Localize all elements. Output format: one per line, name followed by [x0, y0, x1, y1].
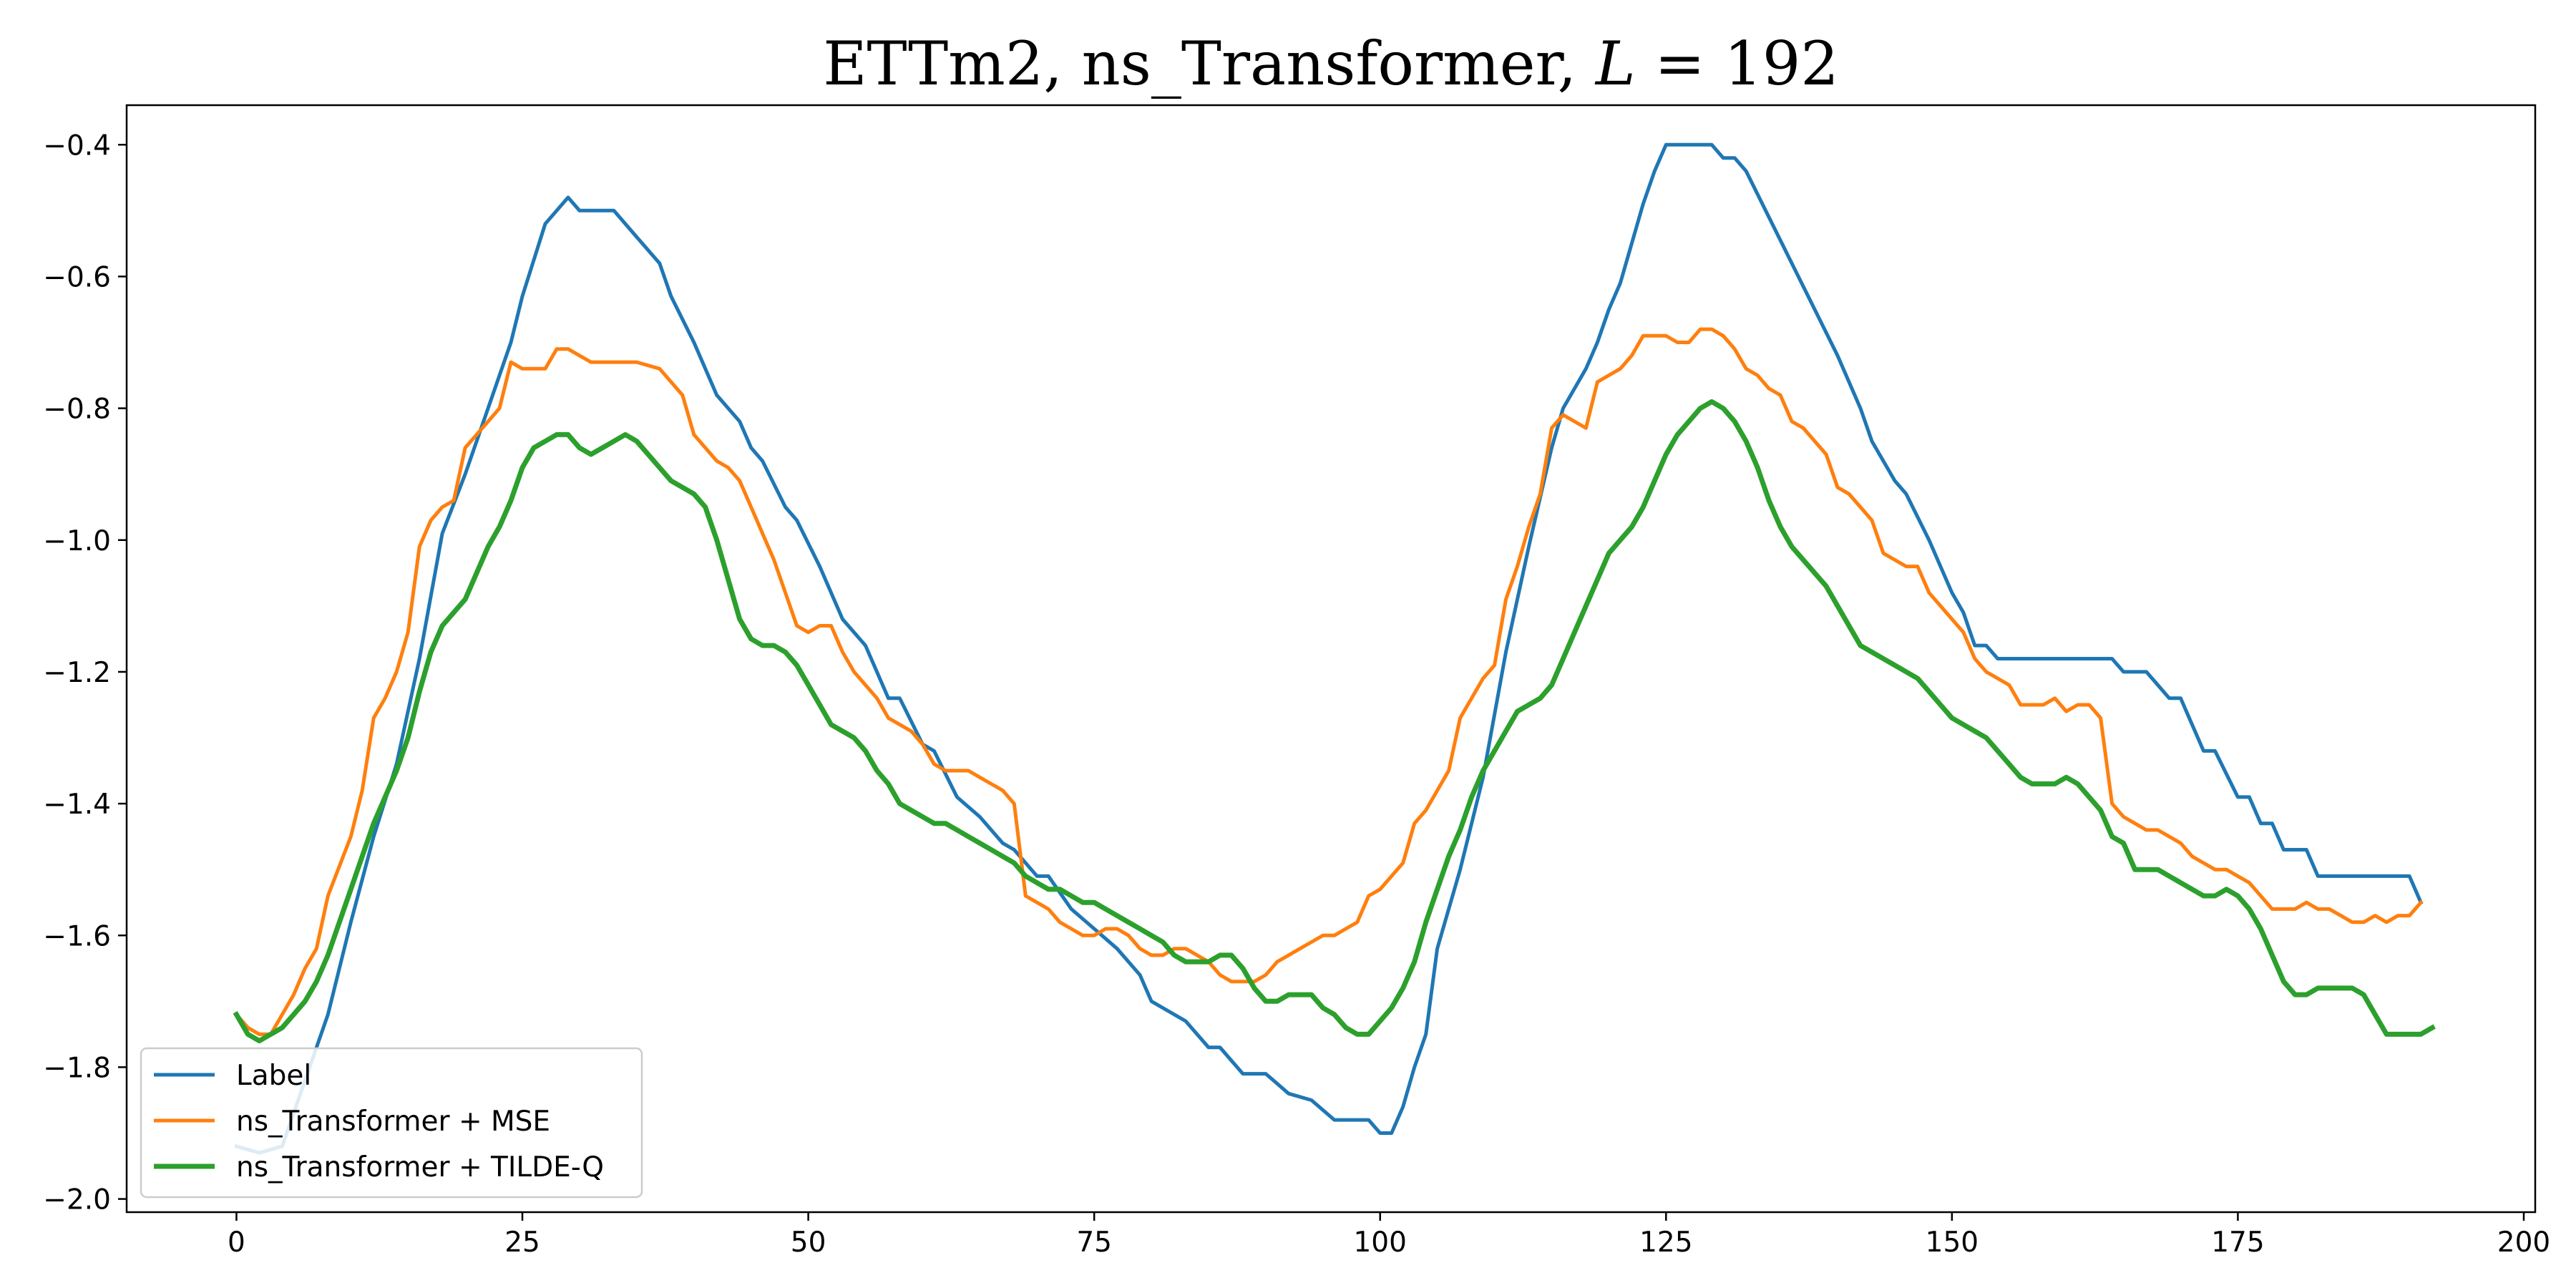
chart-title-variable: L [1594, 29, 1636, 99]
plot-frame [125, 104, 2537, 1214]
x-tick-label: 25 [504, 1226, 540, 1259]
y-tick-label: −2.0 [43, 1184, 111, 1216]
x-tick-label: 150 [1926, 1226, 1979, 1259]
y-tick-label: −0.8 [43, 394, 111, 426]
y-tick-label: −1.4 [43, 789, 111, 821]
y-tick-label: −0.4 [43, 130, 111, 162]
legend: Label ns_Transformer + MSE ns_Transformer … [140, 1047, 643, 1199]
series-line-1 [234, 142, 2424, 1155]
legend-box [140, 1047, 643, 1199]
x-tick-label: 100 [1353, 1226, 1406, 1259]
plot-series-group [233, 142, 2436, 1155]
x-tick-label: 200 [2497, 1226, 2550, 1259]
legend-label-2: ns_Transformer + MSE [236, 1106, 550, 1138]
chart-title: ETTm2, ns_Transformer, L = 192 [823, 29, 1839, 99]
y-tick-label: −1.2 [43, 657, 111, 689]
y-tick-label: −1.6 [43, 920, 111, 952]
chart-title-suffix: = 192 [1636, 29, 1839, 99]
y-tick-label: −1.8 [43, 1052, 111, 1084]
chart-title-prefix: ETTm2, ns_Transformer, [823, 29, 1596, 99]
x-tick-label: 75 [1076, 1226, 1112, 1259]
x-tick-label: 0 [228, 1226, 245, 1259]
y-axis: −0.4 −0.6 −0.8 −1.0 −1.2 −1.4 −1.6 −1.8 −2.0 [43, 130, 127, 1216]
x-tick-label: 50 [791, 1226, 826, 1259]
y-tick-label: −1.0 [43, 525, 111, 557]
y-tick-label: −0.6 [43, 261, 111, 293]
x-tick-label: 175 [2211, 1226, 2264, 1259]
x-axis: 0 25 50 75 100 125 150 175 200 [228, 1212, 2550, 1259]
legend-label-3: ns_Transformer + TILDE-Q [236, 1151, 604, 1184]
series-line-3 [233, 399, 2436, 1044]
series-line-2 [233, 327, 2424, 1036]
x-tick-label: 125 [1639, 1226, 1692, 1259]
legend-label-1: Label [236, 1060, 311, 1092]
